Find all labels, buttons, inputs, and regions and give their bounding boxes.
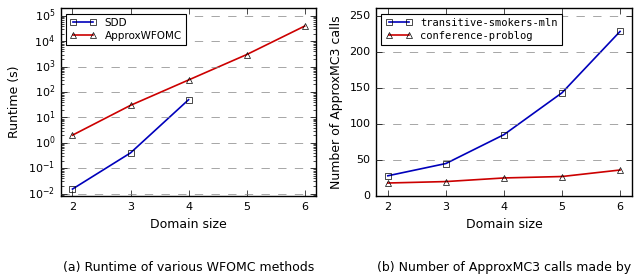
conference-problog <box>558 175 566 178</box>
conference-problog <box>442 180 450 183</box>
conference-problog <box>616 168 624 172</box>
ApproxWFOMC <box>185 78 193 82</box>
Line: transitive-smokers-mln: transitive-smokers-mln <box>385 28 623 179</box>
Legend: transitive-smokers-mln, conference-problog: transitive-smokers-mln, conference-probl… <box>381 13 562 45</box>
transitive-smokers-mln <box>442 162 450 165</box>
Text: (b) Number of ApproxMC3 calls made by: (b) Number of ApproxMC3 calls made by <box>377 262 631 274</box>
Y-axis label: Runtime (s): Runtime (s) <box>8 66 21 138</box>
Line: SDD: SDD <box>69 97 192 192</box>
transitive-smokers-mln <box>384 174 392 178</box>
SDD <box>127 151 134 155</box>
X-axis label: Domain size: Domain size <box>150 218 227 232</box>
ApproxWFOMC <box>301 24 308 28</box>
transitive-smokers-mln <box>558 91 566 94</box>
ApproxWFOMC <box>243 53 250 56</box>
X-axis label: Domain size: Domain size <box>465 218 542 232</box>
conference-problog <box>500 176 508 180</box>
ApproxWFOMC <box>68 134 76 137</box>
transitive-smokers-mln <box>500 133 508 136</box>
SDD <box>185 98 193 101</box>
Line: ApproxWFOMC: ApproxWFOMC <box>69 23 308 138</box>
Line: conference-problog: conference-problog <box>385 167 623 186</box>
transitive-smokers-mln <box>616 30 624 33</box>
SDD <box>68 187 76 191</box>
Y-axis label: Number of ApproxMC3 calls: Number of ApproxMC3 calls <box>330 15 342 189</box>
conference-problog <box>384 181 392 185</box>
ApproxWFOMC <box>127 104 134 107</box>
Text: (a) Runtime of various WFOMC methods: (a) Runtime of various WFOMC methods <box>63 262 314 274</box>
Legend: SDD, ApproxWFOMC: SDD, ApproxWFOMC <box>66 13 186 45</box>
